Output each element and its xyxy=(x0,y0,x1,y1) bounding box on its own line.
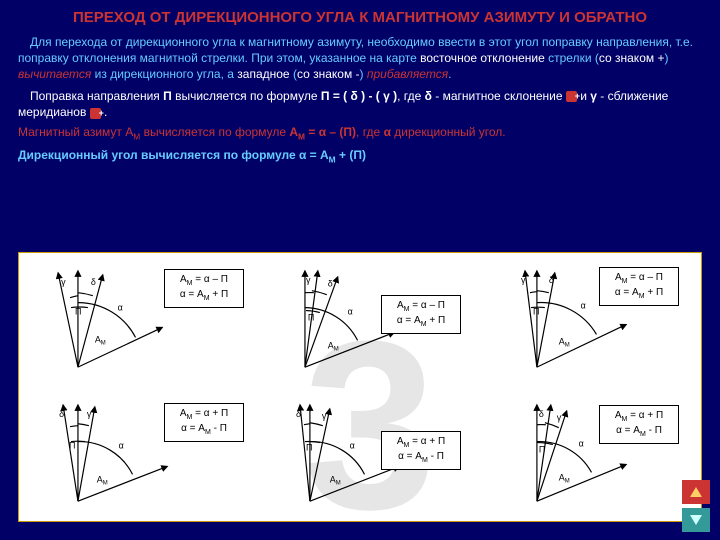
t: α = А xyxy=(299,148,329,162)
diagram-area: 3 γ δ П α АМ АМ = α – П α = АМ + П xyxy=(18,252,702,522)
svg-text:α: α xyxy=(119,441,124,451)
svg-text:П: П xyxy=(533,307,539,317)
body-text: Для перехода от дирекционного угла к маг… xyxy=(0,34,720,166)
paragraph-intro: Для перехода от дирекционного угла к маг… xyxy=(18,34,702,83)
formula-box: АМ = α – П α = АМ + П xyxy=(381,295,461,334)
formula-line: АМ = α – П xyxy=(171,273,237,288)
svg-text:α: α xyxy=(581,301,586,311)
formula-line: α = АМ + П xyxy=(606,286,672,301)
svg-text:АМ: АМ xyxy=(95,334,106,346)
t: западное xyxy=(237,67,289,81)
t: М xyxy=(298,132,305,142)
formula-box: АМ = α + П α = АМ - П xyxy=(599,405,679,444)
formula-box: АМ = α – П α = АМ + П xyxy=(164,269,244,308)
svg-text:АМ: АМ xyxy=(330,474,341,486)
svg-text:АМ: АМ xyxy=(559,336,570,348)
formula-line: АМ = α – П xyxy=(606,271,672,286)
paragraph-direction: Дирекционный угол вычисляется по формуле… xyxy=(18,147,702,166)
svg-text:АМ: АМ xyxy=(559,472,570,484)
formula-line: АМ = α + П xyxy=(606,409,672,424)
svg-text:δ: δ xyxy=(549,275,554,285)
t: ) xyxy=(360,67,367,81)
svg-text:α: α xyxy=(579,439,584,449)
svg-text:δ: δ xyxy=(539,409,544,419)
t: δ xyxy=(425,89,432,103)
t: А xyxy=(289,125,298,139)
t: П xyxy=(163,89,172,103)
triangle-up-icon xyxy=(688,485,704,499)
t: стрелки ( xyxy=(545,51,599,65)
formula-line: АМ = α + П xyxy=(171,407,237,422)
t: γ xyxy=(590,89,597,103)
t: вычисляется по формуле xyxy=(140,125,289,139)
svg-text:α: α xyxy=(350,441,355,451)
svg-text:γ: γ xyxy=(521,275,526,285)
formula-box: АМ = α + П α = АМ - П xyxy=(381,431,461,470)
formula-line: α = АМ - П xyxy=(171,422,237,437)
paragraph-azimuth: Магнитный азимут А М вычисляется по форму… xyxy=(18,124,702,143)
formula-line: АМ = α + П xyxy=(388,435,454,450)
svg-text:α: α xyxy=(348,307,353,317)
t: вычитается xyxy=(18,67,91,81)
t: . xyxy=(101,105,108,119)
svg-text:γ: γ xyxy=(87,409,92,419)
svg-text:δ: δ xyxy=(328,279,333,289)
t: , где xyxy=(397,89,425,103)
plus-icon xyxy=(90,108,101,119)
formula-line: α = АМ - П xyxy=(606,424,672,439)
triangle-down-icon xyxy=(688,513,704,527)
t: = α – (П) xyxy=(305,125,356,139)
nav-buttons xyxy=(682,480,710,532)
svg-text:П: П xyxy=(306,443,312,453)
formula-line: α = АМ - П xyxy=(388,450,454,465)
t: Дирекционный угол вычисляется по формуле xyxy=(18,148,299,162)
svg-text:γ: γ xyxy=(322,411,327,421)
svg-text:δ: δ xyxy=(296,409,301,419)
t: Поправка направления xyxy=(30,89,163,103)
nav-up-button[interactable] xyxy=(682,480,710,504)
svg-text:γ: γ xyxy=(61,277,66,287)
t: , где xyxy=(356,125,384,139)
t: - магнитное склонение xyxy=(432,89,566,103)
t: со знаком - xyxy=(297,67,360,81)
t: Магнитный азимут А xyxy=(18,125,133,139)
t: . xyxy=(448,67,451,81)
t: ) xyxy=(664,51,668,65)
formula-line: АМ = α – П xyxy=(388,299,454,314)
svg-text:δ: δ xyxy=(91,277,96,287)
t: со знаком + xyxy=(599,51,665,65)
nav-down-button[interactable] xyxy=(682,508,710,532)
svg-text:П: П xyxy=(69,441,75,451)
formula-line: α = АМ + П xyxy=(171,288,237,303)
t: восточное отклонение xyxy=(420,51,545,65)
formula-line: α = АМ + П xyxy=(388,314,454,329)
paragraph-correction: Поправка направления П вычисляется по фо… xyxy=(18,88,702,120)
formula-box: АМ = α – П α = АМ + П xyxy=(599,267,679,306)
svg-text:П: П xyxy=(75,307,81,317)
svg-text:АМ: АМ xyxy=(328,340,339,352)
plus-icon xyxy=(566,91,577,102)
t: дирекционный угол. xyxy=(391,125,506,139)
t: П = ( δ ) - ( γ ) xyxy=(321,89,397,103)
svg-text:АМ: АМ xyxy=(97,474,108,486)
svg-text:γ: γ xyxy=(557,413,562,423)
svg-text:П: П xyxy=(308,312,314,322)
t: из дирекционного угла, а xyxy=(91,67,237,81)
svg-text:α: α xyxy=(118,303,123,313)
t: вычисляется по формуле xyxy=(172,89,321,103)
page-title: ПЕРЕХОД ОТ ДИРЕКЦИОННОГО УГЛА К МАГНИТНО… xyxy=(0,0,720,34)
t: М xyxy=(329,155,336,165)
svg-text:П: П xyxy=(539,445,545,455)
svg-text:γ: γ xyxy=(306,275,311,285)
svg-text:δ: δ xyxy=(59,409,64,419)
t: и xyxy=(577,89,590,103)
formula-box: АМ = α + П α = АМ - П xyxy=(164,403,244,442)
t: + (П) xyxy=(336,148,366,162)
t: прибавляется xyxy=(367,67,448,81)
t: ( xyxy=(290,67,297,81)
t: α xyxy=(384,125,391,139)
